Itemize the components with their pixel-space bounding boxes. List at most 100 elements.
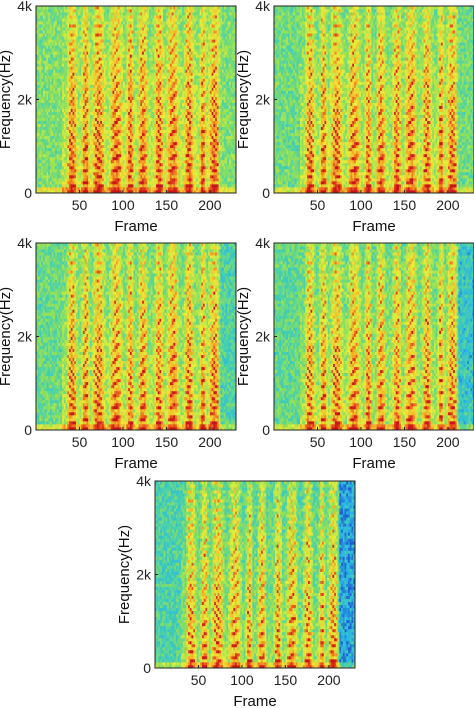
- spectrogram-cell: [48, 75, 51, 79]
- spectrogram-cell: [63, 111, 66, 115]
- spectrogram-cell: [53, 162, 56, 167]
- spectrogram-cell: [42, 21, 46, 25]
- spectrogram-cell: [39, 69, 42, 73]
- spectrogram-cell: [58, 6, 61, 10]
- spectrogram-cell: [36, 24, 39, 28]
- spectrogram-cell: [56, 75, 60, 79]
- spectrogram-cell: [48, 138, 51, 143]
- spectrogram-cell: [49, 27, 53, 31]
- spectrogram-cell: [48, 174, 51, 179]
- spectrogram-cell: [36, 66, 39, 70]
- spectrogram-cell: [69, 54, 72, 58]
- spectrogram-cell: [41, 99, 44, 103]
- spectrogram-cell: [48, 78, 51, 82]
- spectrogram-cell: [41, 6, 44, 10]
- spectrogram-cell: [49, 111, 53, 115]
- spectrogram-cell: [55, 96, 58, 100]
- spectrogram-cell: [44, 51, 47, 55]
- spectrogram-cell: [65, 105, 68, 109]
- spectrogram-cell: [70, 186, 73, 191]
- spectrogram-cell: [51, 171, 54, 176]
- spectrogram-cell: [36, 75, 39, 79]
- spectrogram-cell: [36, 108, 39, 112]
- spectrogram-cell: [36, 81, 39, 85]
- spectrogram-cell: [55, 63, 58, 67]
- spectrogram-cell: [60, 63, 63, 67]
- spectrogram-cell: [51, 186, 54, 191]
- spectrogram-cell: [36, 6, 39, 10]
- spectrogram-cell: [42, 9, 46, 13]
- spectrogram-cell: [58, 60, 61, 64]
- spectrogram-cell: [42, 12, 46, 16]
- spectrogram-cell: [53, 99, 56, 103]
- spectrogram-cell: [48, 180, 51, 185]
- spectrogram-cell: [46, 66, 49, 70]
- spectrogram-cell: [62, 12, 65, 16]
- spectrogram-cell: [41, 183, 44, 188]
- spectrogram-cell: [44, 129, 47, 134]
- spectrogram-cell: [53, 126, 56, 131]
- spectrogram-cell: [56, 141, 60, 146]
- spectrogram-cell: [63, 69, 66, 73]
- spectrogram-cell: [48, 156, 51, 161]
- spectrogram-cell: [51, 9, 54, 13]
- spectrogram-cell: [41, 18, 44, 22]
- spectrogram-cell: [41, 9, 44, 13]
- spectrogram-cell: [70, 183, 73, 188]
- spectrogram-cell: [44, 9, 47, 13]
- spectrogram-cell: [56, 21, 60, 25]
- spectrogram-cell: [39, 153, 42, 158]
- spectrogram-cell: [36, 153, 39, 158]
- spectrogram-cell: [41, 159, 44, 164]
- spectrogram-cell: [39, 72, 42, 76]
- spectrogram-cell: [49, 135, 53, 140]
- spectrogram-cell: [37, 111, 40, 115]
- spectrogram-cell: [55, 105, 58, 109]
- spectrogram-cell: [49, 114, 53, 118]
- spectrogram-cell: [62, 30, 65, 34]
- spectrogram-cell: [44, 18, 47, 22]
- spectrogram-cell: [51, 78, 54, 82]
- spectrogram-cell: [42, 177, 46, 182]
- spectrogram-cell: [56, 84, 60, 88]
- spectrogram-cell: [39, 156, 42, 161]
- spectrogram-cell: [44, 111, 47, 115]
- spectrogram-cell: [36, 36, 39, 40]
- spectrogram-cell: [63, 120, 66, 125]
- spectrogram-cell: [36, 177, 39, 182]
- spectrogram-cell: [63, 93, 66, 97]
- spectrogram-cell: [65, 18, 68, 22]
- spectrogram-cell: [36, 189, 39, 193]
- spectrogram-cell: [49, 174, 53, 179]
- spectrogram-cell: [55, 180, 58, 185]
- spectrogram-cell: [44, 96, 47, 100]
- spectrogram-cell: [39, 102, 42, 106]
- spectrogram-cell: [46, 72, 49, 76]
- spectrogram-cell: [53, 132, 56, 137]
- spectrogram-cell: [41, 177, 44, 182]
- spectrogram-cell: [44, 69, 47, 73]
- spectrogram-cell: [62, 75, 65, 79]
- spectrogram-cell: [48, 177, 51, 182]
- spectrogram-cell: [51, 168, 54, 173]
- spectrogram-cell: [48, 186, 51, 191]
- spectrogram-cell: [53, 63, 56, 67]
- spectrogram-cell: [48, 135, 51, 140]
- spectrogram-cell: [44, 66, 47, 70]
- spectrogram-cell: [46, 177, 49, 182]
- spectrogram-cell: [60, 183, 63, 188]
- spectrogram-cell: [69, 96, 72, 100]
- spectrogram-cell: [63, 15, 66, 19]
- spectrogram-cell: [36, 174, 39, 179]
- spectrogram-cell: [55, 186, 58, 191]
- spectrogram-cell: [41, 33, 44, 37]
- spectrogram-cell: [36, 78, 39, 82]
- spectrogram-cell: [69, 189, 72, 193]
- spectrogram-cell: [62, 63, 65, 67]
- spectrogram-cell: [44, 78, 47, 82]
- spectrogram-cell: [51, 165, 54, 170]
- spectrogram-cell: [60, 153, 63, 158]
- spectrogram-cell: [41, 60, 44, 64]
- spectrogram-cell: [56, 102, 60, 106]
